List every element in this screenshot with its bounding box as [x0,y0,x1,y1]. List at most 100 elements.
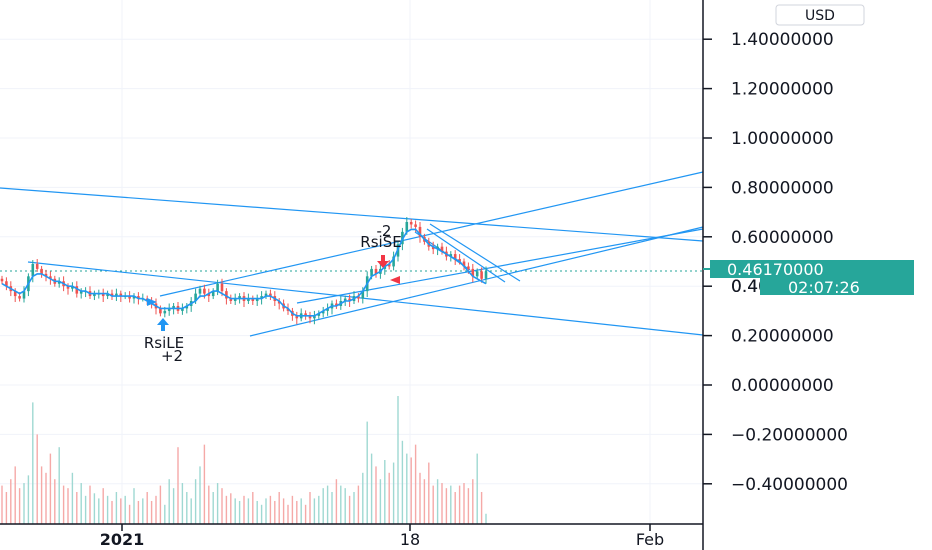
volume-bar [362,472,364,524]
candle-body [348,298,351,302]
candle-body [5,281,8,287]
candle-body [119,293,123,297]
volume-bar [388,472,390,524]
volume-bar [265,498,267,524]
time-axis[interactable]: 2021 18 Feb [100,524,664,549]
time-tick-label: 18 [400,530,420,549]
candle-body [49,276,52,279]
candle-body [66,286,70,289]
candle-body [374,268,378,274]
volume-bar [84,495,87,524]
trendline [296,228,704,304]
countdown-badge: 02:07:26 [760,278,914,297]
candle-body [247,298,250,302]
volume-bar [67,488,69,524]
volume-bar [71,472,74,524]
volume-bar [76,492,78,524]
volume-bar [5,492,8,524]
buy-arrow-icon [157,318,169,331]
partial-price-tick: 0.4 [731,277,758,297]
candle-body [436,246,439,250]
volume-bar [445,488,448,524]
volume-bar [18,488,21,524]
volume-bar [335,479,338,524]
currency-button[interactable]: USD [775,4,865,26]
volume-bar [318,495,320,524]
candle-body [159,308,162,314]
volume-bar [432,485,434,524]
candle-body [137,296,140,299]
volume-bar [287,504,289,524]
volume-bar [463,483,465,524]
volume-bar [168,479,170,524]
volume-bar [428,462,430,524]
candle-body [286,308,290,311]
volume-bar [384,460,386,524]
candle-body [361,291,365,299]
candle-body [326,308,329,311]
volume-bar [102,488,104,524]
candle-body [167,308,171,311]
price-tick-label: 0.00000000 [731,376,834,396]
volume-bar [32,402,34,524]
volume-bar [36,434,38,524]
volume-bar [357,485,360,524]
volume-bar [225,495,228,524]
volume-bar [296,500,298,524]
grid-lines [0,0,703,524]
volume-bar [269,495,272,524]
candle-body [44,273,48,277]
volume-bar [300,498,302,524]
trendline [249,226,704,337]
volume-bar [164,504,166,524]
last-price-badge: 0.46170000 [703,260,914,279]
candle-body [304,313,307,316]
volume-bar [326,485,329,524]
volume-bar [441,483,443,524]
candle-body [370,268,373,277]
volume-bar [458,485,461,524]
price-tick-label: 1.20000000 [731,80,834,100]
volume-bar [401,440,404,524]
candlesticks [0,217,488,325]
candle-body [115,293,118,297]
volume-bar [353,492,355,524]
candle-body [467,266,470,269]
trendline [429,223,521,282]
candle-body [251,298,255,302]
trendlines[interactable] [0,171,704,337]
volume-bar [476,453,478,524]
price-tick-label: −0.20000000 [731,425,848,445]
volume-bar [115,492,118,524]
candle-body [172,305,175,309]
signal-sell-qty: -2 [377,222,392,240]
candle-body [431,246,435,250]
candle-body [418,226,422,237]
last-price-value: 0.46170000 [727,260,824,279]
volume-bar [190,498,192,524]
volume-bar [93,493,96,524]
volume-bar [414,444,417,524]
volume-bar [172,488,175,524]
candle-body [295,315,299,319]
candle-body [392,256,395,267]
candle-body [313,315,316,319]
price-tick-label: 1.40000000 [731,30,834,50]
volume-bar [419,472,421,524]
candle-body [458,259,461,262]
volume-bar [234,498,236,524]
signal-buy-qty: +2 [161,347,183,365]
candle-body [40,268,43,274]
candle-body [475,271,479,277]
volume-bar [243,495,245,524]
candle-body [13,291,17,297]
volume-bar [27,475,30,524]
candle-body [405,221,409,232]
candle-body [440,246,444,252]
price-axis[interactable]: 1.40000000 1.20000000 1.00000000 0.80000000… [703,30,848,495]
candle-body [260,296,263,299]
volume-bar [423,479,426,524]
trendline [159,171,704,297]
countdown-value: 02:07:26 [788,278,860,297]
